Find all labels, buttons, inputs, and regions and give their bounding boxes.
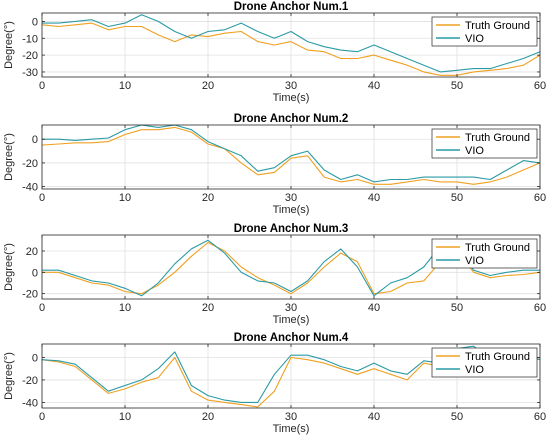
subplot-4: Drone Anchor Num.4 0 10 20 30 40 50 60 0 -20 -40 Ti…	[3, 332, 546, 435]
x-tick-label: 30	[285, 80, 297, 92]
series-line-vio	[42, 124, 541, 183]
legend-box	[431, 128, 538, 159]
x-tick-label: 60	[534, 411, 546, 423]
legend-box	[431, 238, 538, 269]
legend-label-vio: VIO	[465, 255, 484, 267]
x-axis-label: Time(s)	[273, 314, 310, 326]
legend-label-vio: VIO	[465, 33, 484, 45]
y-tick-label: 0	[32, 267, 38, 279]
y-tick-label: -40	[22, 397, 38, 409]
legend-label-truth-ground: Truth Ground	[465, 20, 530, 32]
y-tick-label: 0	[32, 134, 38, 146]
x-tick-label: 0	[39, 302, 45, 314]
legend-label-truth-ground: Truth Ground	[465, 242, 530, 254]
x-tick-label: 60	[534, 80, 546, 92]
legend-label-vio: VIO	[465, 364, 484, 376]
legend-label-truth-ground: Truth Ground	[465, 132, 530, 144]
subplot-2: Drone Anchor Num.2 0 10 20 30 40 50 60 0 -20 -40 Ti…	[3, 113, 546, 216]
y-tick-label: -20	[22, 158, 38, 170]
x-tick-label: 0	[39, 411, 45, 423]
x-tick-label: 60	[534, 192, 546, 204]
x-tick-label: 10	[119, 192, 131, 204]
x-axis-label: Time(s)	[273, 423, 310, 435]
x-tick-label: 60	[534, 302, 546, 314]
series-line-vio	[42, 14, 541, 73]
x-tick-label: 30	[285, 302, 297, 314]
x-tick-label: 30	[285, 192, 297, 204]
x-tick-label: 0	[39, 192, 45, 204]
chart-title: Drone Anchor Num.3	[234, 223, 349, 235]
x-tick-label: 40	[368, 411, 380, 423]
subplot-3: Drone Anchor Num.30 10 20 30 40 50 60200-20Tim…	[3, 223, 546, 326]
subplot-1: Drone Anchor Num.1 0 10 20 30 40 50 60 0 -10 -20 -3…	[3, 1, 546, 104]
x-axis-label: Time(s)	[273, 204, 310, 216]
x-tick-label: 0	[39, 80, 45, 92]
x-tick-label: 10	[119, 302, 131, 314]
y-axis-label: Degree(°)	[3, 21, 15, 69]
x-tick-label: 50	[451, 302, 463, 314]
y-tick-label: 0	[32, 352, 38, 364]
x-axis-label: Time(s)	[273, 92, 310, 104]
legend-label-vio: VIO	[465, 145, 484, 157]
y-tick-label: -10	[22, 33, 38, 45]
y-tick-label: 0	[32, 16, 38, 28]
legend-label-truth-ground: Truth Ground	[465, 351, 530, 363]
x-tick-label: 10	[119, 80, 131, 92]
x-tick-label: 10	[119, 411, 131, 423]
y-tick-label: -20	[22, 50, 38, 62]
chart-title: Drone Anchor Num.4	[234, 332, 349, 344]
y-tick-label: -30	[22, 67, 38, 79]
x-tick-label: 50	[451, 192, 463, 204]
y-tick-label: -20	[22, 375, 38, 387]
x-tick-label: 40	[368, 192, 380, 204]
y-axis-label: Degree(°)	[3, 243, 15, 291]
x-tick-label: 40	[368, 302, 380, 314]
x-tick-label: 20	[202, 302, 214, 314]
x-tick-label: 50	[451, 80, 463, 92]
chart-title: Drone Anchor Num.1	[234, 1, 349, 13]
y-axis-label: Degree(°)	[3, 133, 15, 181]
chart-title: Drone Anchor Num.2	[234, 113, 349, 125]
y-tick-label: -40	[22, 182, 38, 194]
x-tick-label: 40	[368, 80, 380, 92]
series-line-truth-ground	[41, 126, 541, 185]
x-tick-label: 20	[202, 192, 214, 204]
legend-box	[431, 347, 538, 378]
x-tick-label: 50	[451, 411, 463, 423]
x-tick-label: 30	[285, 411, 297, 423]
x-tick-label: 20	[202, 80, 214, 92]
legend-box	[431, 16, 538, 47]
y-tick-label: -20	[22, 289, 38, 301]
x-tick-label: 20	[202, 411, 214, 423]
y-axis-label: Degree(°)	[3, 352, 15, 400]
y-tick-label: 20	[26, 246, 38, 258]
